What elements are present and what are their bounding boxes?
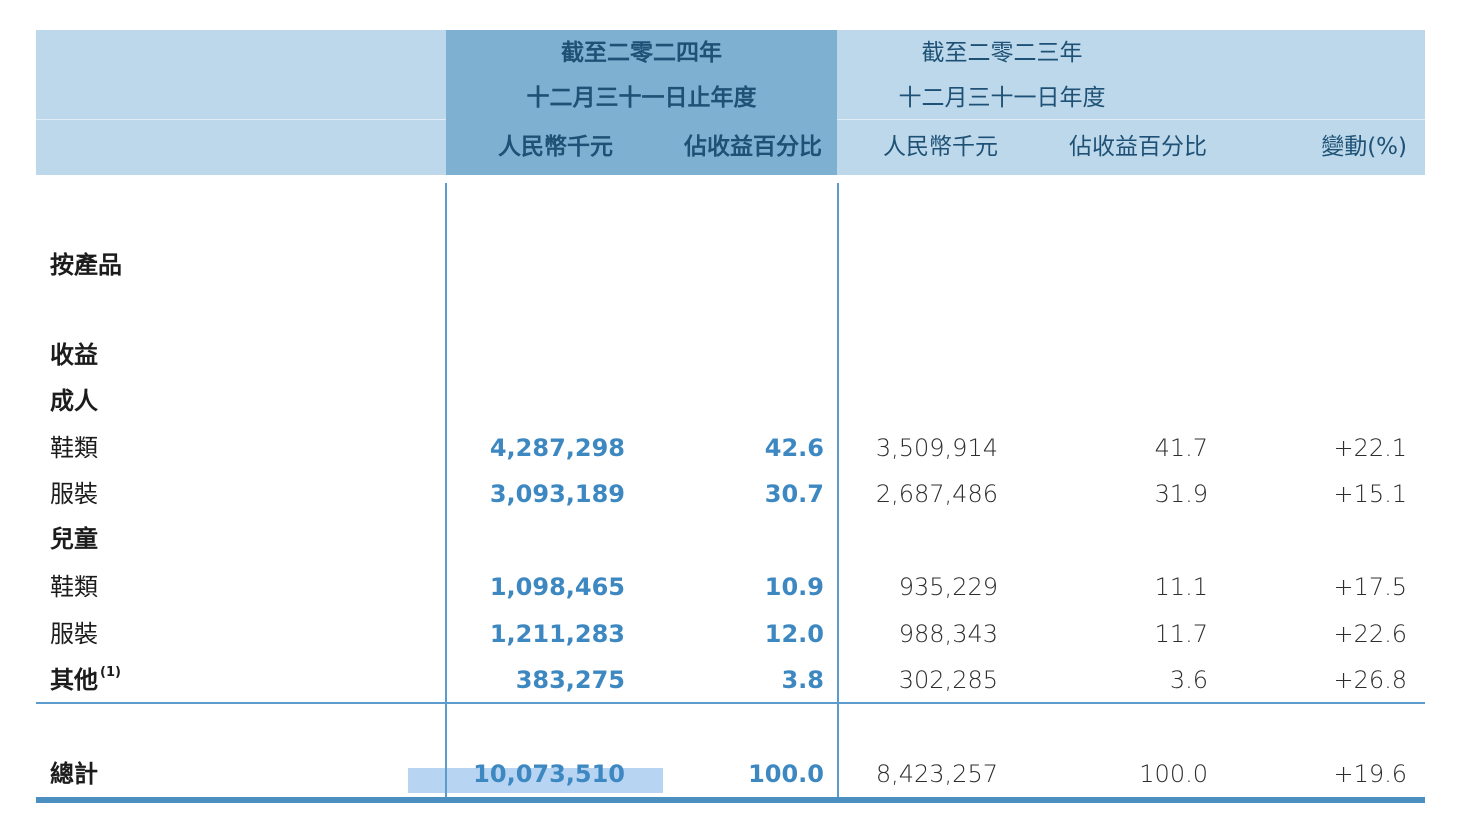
value-2024-percent: [637, 378, 837, 424]
value-2024-amount: 4,287,298: [489, 434, 625, 462]
revenue-by-product-table: 截至二零二四年 截至二零二三年 十二月三十一日止年度 十二月三十一日年度 人民幣…: [36, 30, 1425, 803]
value-2024-amount: [446, 332, 637, 378]
value-2023-amount: 935,229: [898, 572, 998, 601]
header-2024-title-line2: 十二月三十一日止年度: [446, 77, 837, 120]
section-label: 收益: [50, 341, 98, 369]
row-label: 鞋類: [50, 434, 98, 462]
value-2023-percent: 41.7: [1154, 434, 1208, 462]
value-2024-amount: 1,098,465: [489, 572, 625, 601]
row-label: 服裝: [50, 479, 98, 508]
value-2023-percent: 11.7: [1154, 619, 1208, 648]
total-2023-percent: 100.0: [1139, 759, 1208, 788]
value-2023-percent: [1010, 332, 1222, 378]
header-2023-title-line1: 截至二零二三年: [837, 30, 1222, 77]
value-2023-amount: 2,687,486: [875, 479, 998, 508]
value-change: +22.6: [1333, 619, 1407, 648]
value-2023-percent: [1010, 378, 1222, 424]
header-spacer: [36, 30, 446, 77]
header-2024-amount: 人民幣千元: [446, 120, 637, 175]
value-2024-percent: [637, 332, 837, 378]
value-change: [1222, 378, 1425, 424]
value-change: [1222, 515, 1425, 563]
header-2023-title-line2: 十二月三十一日年度: [837, 77, 1222, 120]
total-label: 總計: [50, 759, 98, 788]
value-change: +17.5: [1333, 572, 1407, 601]
row-label: 服裝: [50, 619, 98, 648]
header-change: 變動(%): [1222, 120, 1425, 175]
value-2024-percent: [637, 240, 837, 290]
value-2023-amount: 302,285: [837, 657, 1010, 704]
value-change: +22.1: [1333, 434, 1407, 462]
column-divider-left: [445, 183, 447, 797]
value-change: [1222, 240, 1425, 290]
value-2023-amount: [837, 378, 1010, 424]
row-label: 其他 (1): [36, 657, 446, 704]
value-2024-amount: [446, 378, 637, 424]
value-2023-amount: 988,343: [898, 619, 998, 648]
footnote-marker: (1): [100, 665, 121, 680]
column-divider-right: [837, 183, 839, 797]
header-2024-percent: 佔收益百分比: [637, 120, 837, 175]
value-2024-percent: [637, 515, 837, 563]
value-2023-percent: 11.1: [1154, 572, 1208, 601]
header-spacer: [36, 77, 446, 120]
header-spacer: [1222, 30, 1425, 77]
value-2024-percent: 30.7: [764, 479, 824, 508]
value-2024-percent: 42.6: [764, 434, 824, 462]
value-2024-amount: 383,275: [446, 657, 637, 704]
total-2023-amount: 8,423,257: [875, 759, 998, 788]
total-2024-amount: 10,073,510: [473, 759, 625, 788]
value-2024-amount: 1,211,283: [489, 619, 625, 648]
value-2023-amount: 3,509,914: [875, 434, 998, 462]
bottom-rule: [36, 797, 1425, 803]
value-2023-percent: 3.6: [1010, 657, 1222, 704]
value-2024-amount: [446, 240, 637, 290]
value-2023-amount: [837, 332, 1010, 378]
total-2024-percent: 100.0: [748, 759, 824, 788]
value-2023-percent: 31.9: [1154, 479, 1208, 508]
total-highlight: [408, 768, 663, 793]
section-label: 成人: [50, 387, 98, 415]
value-2024-percent: 10.9: [764, 572, 824, 601]
value-change: +15.1: [1333, 479, 1407, 508]
row-label: 鞋類: [50, 572, 98, 601]
value-2023-percent: [1010, 515, 1222, 563]
value-2024-percent: 12.0: [764, 619, 824, 648]
header-2023-amount: 人民幣千元: [837, 120, 1010, 175]
header-spacer: [1222, 77, 1425, 120]
value-2024-amount: [446, 515, 637, 563]
section-label: 按產品: [50, 251, 122, 279]
section-label: 兒童: [50, 525, 98, 553]
value-2023-amount: [837, 515, 1010, 563]
value-change: +26.8: [1222, 657, 1425, 704]
header-2023-percent: 佔收益百分比: [1010, 120, 1222, 175]
value-2023-percent: [1010, 240, 1222, 290]
value-2024-amount: 3,093,189: [489, 479, 625, 508]
value-2024-percent: 3.8: [637, 657, 837, 704]
header-2024-title-line1: 截至二零二四年: [446, 30, 837, 77]
value-change: [1222, 332, 1425, 378]
value-2023-amount: [837, 240, 1010, 290]
header-spacer: [36, 120, 446, 175]
total-change: +19.6: [1333, 759, 1407, 788]
